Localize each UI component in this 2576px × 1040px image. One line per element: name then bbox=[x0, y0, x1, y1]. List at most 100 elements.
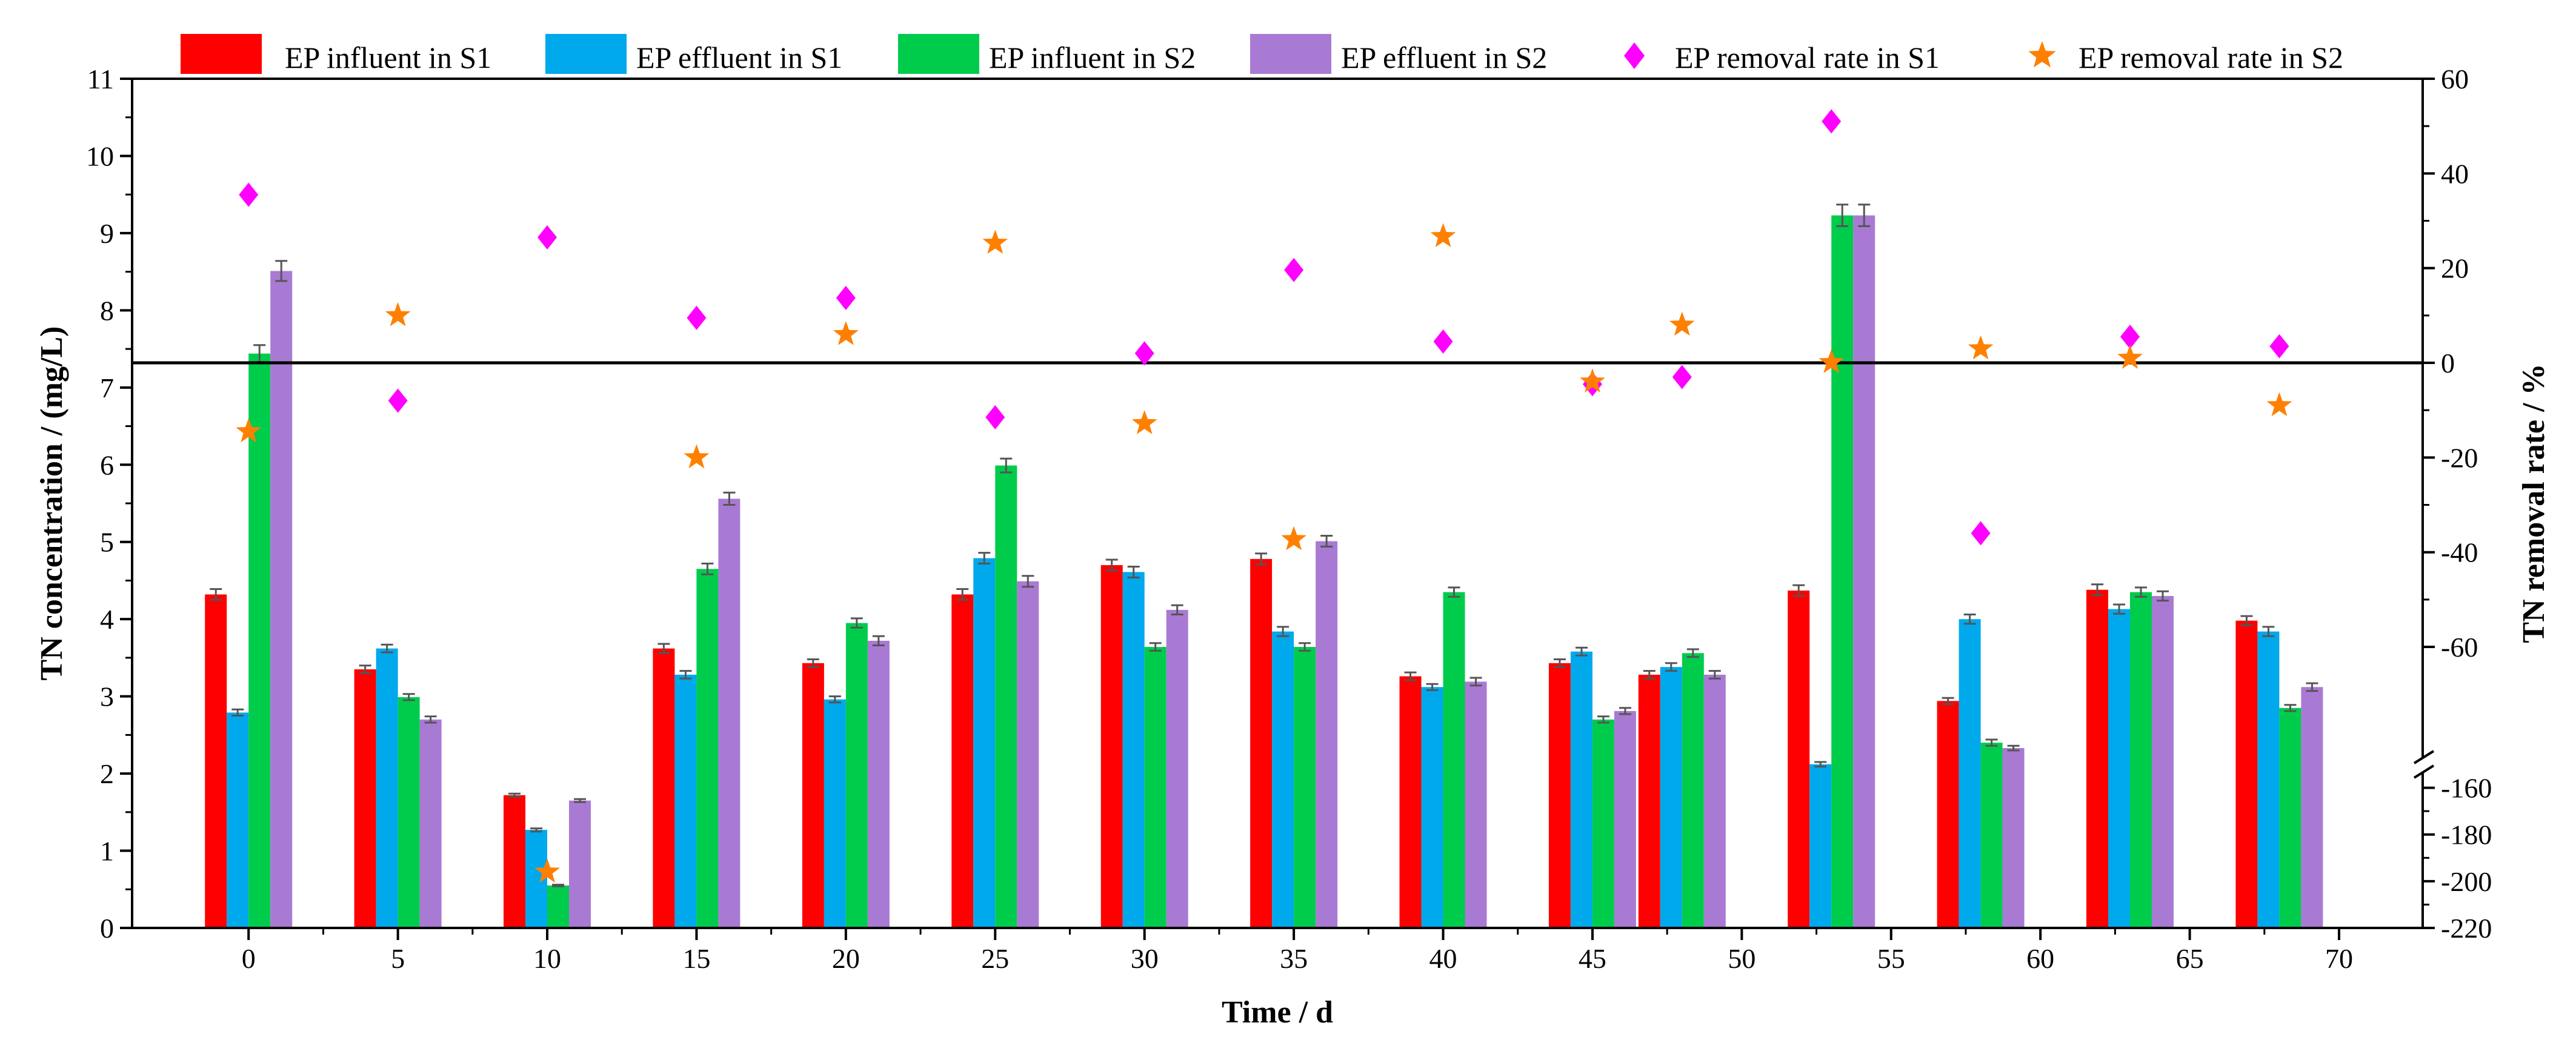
bar bbox=[1465, 681, 1487, 928]
bar bbox=[1017, 581, 1039, 928]
y2-tick-label: -60 bbox=[2441, 632, 2478, 663]
x-tick-label: 20 bbox=[832, 943, 860, 974]
y2-tick-label: -160 bbox=[2441, 773, 2492, 804]
bar bbox=[248, 353, 271, 928]
legend-swatch-ep-effluent-s1 bbox=[545, 34, 627, 74]
bar bbox=[653, 648, 675, 928]
x-tick-label: 60 bbox=[2026, 943, 2054, 974]
bar bbox=[1144, 647, 1167, 928]
removal-point-s2 bbox=[385, 302, 411, 326]
bar bbox=[2257, 631, 2280, 928]
removal-point-s2 bbox=[1968, 335, 1994, 360]
bar bbox=[1959, 619, 1981, 928]
legend-swatch-ep-influent-s2 bbox=[898, 34, 979, 74]
removal-point-s1 bbox=[1971, 521, 1991, 546]
bar bbox=[2108, 609, 2130, 928]
removal-point-s1 bbox=[836, 285, 856, 310]
bar bbox=[995, 465, 1017, 928]
y2-axis-title: TN removal rate / % bbox=[2517, 363, 2551, 643]
bar bbox=[1980, 743, 2003, 928]
y2-tick-label: 60 bbox=[2441, 64, 2469, 94]
bar bbox=[802, 663, 824, 928]
bar bbox=[1548, 663, 1571, 928]
removal-point-s2 bbox=[1430, 223, 1456, 248]
y2-tick-label: -200 bbox=[2441, 866, 2492, 897]
x-tick-label: 0 bbox=[242, 943, 256, 974]
x-tick-label: 50 bbox=[1728, 943, 1756, 974]
legend-swatch-ep-influent-s1 bbox=[181, 34, 262, 74]
removal-point-s1 bbox=[537, 225, 557, 250]
bar bbox=[547, 885, 569, 928]
legend: EP influent in S1 EP effluent in S1 EP i… bbox=[181, 34, 2343, 75]
removal-point-s2 bbox=[2117, 345, 2143, 369]
bar bbox=[354, 669, 376, 928]
removal-point-s1 bbox=[687, 305, 707, 330]
x-tick-label: 35 bbox=[1280, 943, 1308, 974]
removal-point-s1 bbox=[2269, 334, 2289, 359]
bar bbox=[1853, 215, 1875, 929]
bar bbox=[674, 674, 697, 928]
y-tick-label: 8 bbox=[100, 295, 114, 326]
bar bbox=[376, 648, 398, 928]
legend-label-ep-influent-s1: EP influent in S1 bbox=[285, 41, 491, 75]
legend-label-ep-effluent-s1: EP effluent in S1 bbox=[636, 41, 842, 75]
y-tick-label: 10 bbox=[86, 141, 114, 171]
bar bbox=[270, 271, 293, 928]
bar bbox=[1250, 558, 1273, 928]
bar bbox=[205, 594, 227, 928]
bar bbox=[2130, 592, 2152, 928]
bar bbox=[1937, 701, 1959, 928]
removal-point-s2 bbox=[684, 444, 710, 469]
bar bbox=[1638, 674, 1660, 928]
bar bbox=[1592, 719, 1614, 928]
bar bbox=[718, 498, 741, 928]
bar bbox=[227, 712, 249, 928]
bar bbox=[2235, 620, 2258, 928]
bar bbox=[2301, 687, 2323, 928]
bar bbox=[504, 795, 525, 928]
bar bbox=[1809, 764, 1832, 928]
y-tick-label: 5 bbox=[100, 527, 114, 558]
legend-swatch-ep-effluent-s2 bbox=[1250, 34, 1331, 74]
x-tick-label: 40 bbox=[1429, 943, 1457, 974]
y2-tick-label: 20 bbox=[2441, 253, 2469, 284]
scatter-points bbox=[236, 109, 2292, 883]
y-tick-label: 7 bbox=[100, 373, 114, 403]
bar bbox=[845, 623, 868, 928]
y2-tick-label: 0 bbox=[2441, 348, 2455, 379]
bar bbox=[2086, 589, 2108, 928]
bar bbox=[1316, 541, 1338, 928]
axes bbox=[120, 78, 2435, 940]
axis-break-mark bbox=[2413, 750, 2435, 764]
bar bbox=[1122, 572, 1145, 928]
bar bbox=[1788, 591, 1810, 928]
removal-point-s1 bbox=[388, 388, 408, 413]
y-tick-label: 11 bbox=[87, 64, 114, 94]
legend-label-removal-s2: EP removal rate in S2 bbox=[2078, 41, 2343, 75]
bar bbox=[398, 697, 420, 928]
legend-label-ep-influent-s2: EP influent in S2 bbox=[989, 41, 1196, 75]
y2-tick-label: -180 bbox=[2441, 820, 2492, 850]
bar bbox=[1443, 592, 1465, 928]
bar bbox=[569, 800, 591, 928]
y2-tick-label: 40 bbox=[2441, 158, 2469, 189]
bar bbox=[973, 558, 996, 928]
bar bbox=[867, 640, 890, 928]
y-tick-label: 4 bbox=[100, 604, 114, 635]
bar bbox=[1272, 631, 1294, 928]
x-tick-label: 55 bbox=[1877, 943, 1905, 974]
y-tick-label: 1 bbox=[100, 836, 114, 867]
bar bbox=[1660, 667, 1682, 928]
error-bars bbox=[210, 204, 2318, 887]
bar bbox=[1614, 710, 1636, 928]
removal-point-s2 bbox=[1580, 368, 1605, 393]
y2-tick-label: -40 bbox=[2441, 537, 2478, 568]
removal-point-s1 bbox=[1134, 341, 1154, 366]
removal-point-s2 bbox=[833, 321, 859, 345]
x-tick-label: 65 bbox=[2176, 943, 2204, 974]
bar bbox=[1570, 651, 1593, 928]
bar bbox=[1100, 565, 1123, 928]
x-tick-label: 5 bbox=[391, 943, 405, 974]
bar bbox=[2152, 595, 2174, 928]
